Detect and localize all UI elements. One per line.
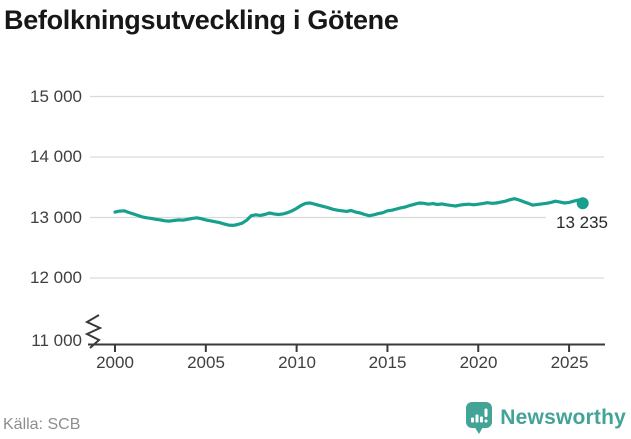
x-axis-tick-label: 2000 <box>96 353 134 372</box>
last-value-label: 13 235 <box>546 213 608 233</box>
source-label: Källa: SCB <box>3 416 81 433</box>
x-axis-tick-label: 2015 <box>368 353 407 372</box>
y-axis-tick-label: 12 000 <box>30 268 82 287</box>
chart-title: Befolkningsutveckling i Götene <box>4 5 399 35</box>
y-axis-tick-label: 14 000 <box>30 147 82 166</box>
y-axis-tick-label: 15 000 <box>30 86 82 106</box>
x-axis-tick-label: 2005 <box>187 353 225 372</box>
x-axis-tick-label: 2010 <box>278 353 316 372</box>
newsworthy-logo[interactable]: Newsworthy <box>465 401 626 435</box>
bar-chart-speech-bubble-icon <box>465 401 493 435</box>
y-axis-tick-label: 13 000 <box>30 207 82 227</box>
x-axis-tick-label: 2020 <box>459 353 498 372</box>
x-axis-tick-label: 2025 <box>550 353 589 372</box>
brand-name: Newsworthy <box>500 406 626 429</box>
y-axis-tick-label: 11 000 <box>31 331 82 350</box>
